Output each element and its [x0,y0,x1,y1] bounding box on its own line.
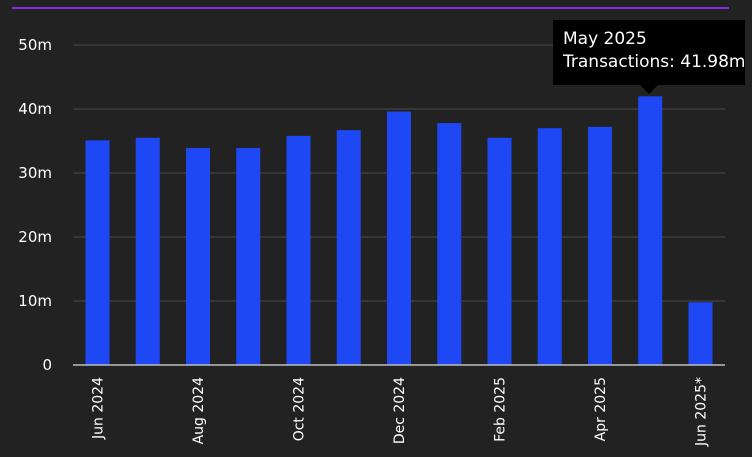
x-tick-label: Aug 2024 [191,377,207,445]
tooltip-title: May 2025 [563,29,647,49]
tooltip-label: Transactions: [563,52,675,72]
bar-jul-2024[interactable] [135,137,160,365]
x-tick-label: Jun 2025* [694,377,710,447]
x-tick-label: Jun 2024 [91,377,107,440]
x-axis-labels: Jun 2024 Aug 2024 Oct 2024 Dec 2024 Feb 2025… [91,377,710,447]
tooltip-value-row: Transactions: 41.98m [563,51,745,74]
y-tick-label: 10m [18,292,52,310]
y-tick-label: 40m [18,100,52,118]
bar-oct-2024[interactable] [286,135,311,365]
tooltip: May 2025 Transactions: 41.98m [553,20,745,85]
x-tick-label: Dec 2024 [392,377,408,444]
bar-jun-2024[interactable] [85,140,110,365]
x-tick-label: Apr 2025 [593,377,609,441]
bar-mar-2025[interactable] [537,128,562,365]
x-tick-label: Feb 2025 [493,377,509,442]
y-tick-label: 0 [42,356,52,374]
bars [85,96,713,365]
y-tick-label: 20m [18,228,52,246]
bar-sep-2024[interactable] [236,148,261,365]
bar-feb-2025[interactable] [487,137,512,365]
bar-nov-2024[interactable] [336,130,361,365]
y-axis-labels: 0 10m 20m 30m 40m 50m [18,36,52,374]
bar-aug-2024[interactable] [186,148,210,365]
y-tick-label: 50m [18,36,52,54]
tooltip-arrow [640,85,658,94]
bar-jan-2025[interactable] [437,123,462,365]
y-tick-label: 30m [18,164,52,182]
bar-dec-2024[interactable] [387,111,411,365]
bar-apr-2025[interactable] [588,126,612,365]
tooltip-value: 41.98m [680,52,746,72]
bar-may-2025[interactable] [638,96,663,365]
x-tick-label: Oct 2024 [292,377,308,441]
bar-jun-2025[interactable] [688,302,713,365]
